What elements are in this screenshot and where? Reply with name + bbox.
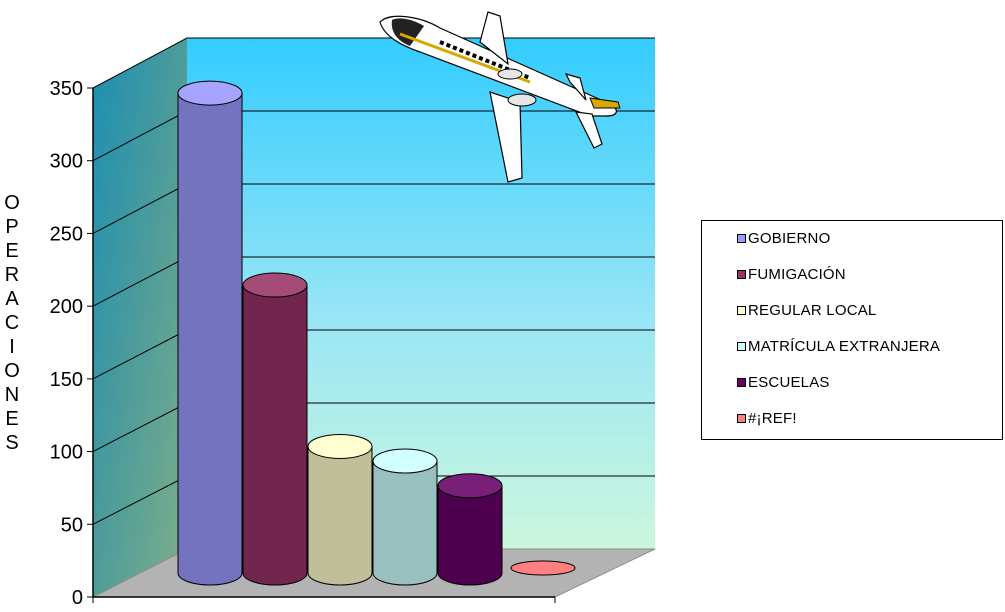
- y-axis-label-char: C: [5, 312, 19, 334]
- legend: GOBIERNO FUMIGACIÓN REGULAR LOCAL MATRÍCULA…: [701, 220, 1003, 440]
- bar-body: [437, 485, 503, 586]
- legend-label: FUMIGACIÓN: [748, 265, 846, 283]
- bar-regular-local: [307, 433, 373, 586]
- bar-gobierno: [177, 80, 243, 586]
- y-axis-label-char: E: [5, 240, 18, 262]
- y-tick-label: 300: [50, 151, 83, 173]
- bar-top: [437, 473, 503, 499]
- y-tick-label: 100: [50, 442, 83, 464]
- y-axis-label-char: S: [5, 432, 18, 454]
- y-tick-label: 200: [50, 296, 83, 318]
- bar-matr-cula-extranjera: [372, 448, 438, 586]
- legend-swatch: [737, 377, 746, 387]
- y-tick-label: 0: [72, 587, 83, 607]
- bar-body: [307, 445, 373, 586]
- legend-swatch: [737, 341, 746, 351]
- bar-top: [510, 560, 576, 576]
- bar-body: [242, 284, 308, 586]
- bar-body: [372, 460, 438, 586]
- bar-top: [242, 272, 308, 298]
- legend-item: MATRÍCULA EXTRANJERA: [737, 336, 940, 356]
- legend-item: FUMIGACIÓN: [737, 264, 846, 284]
- legend-item: ESCUELAS: [737, 372, 830, 392]
- bar-top: [372, 448, 438, 474]
- y-tick-label: 50: [61, 514, 83, 536]
- y-axis-label-char: R: [5, 264, 19, 286]
- legend-swatch: [737, 233, 746, 243]
- bar--ref-: [510, 560, 576, 576]
- y-axis-label-char: O: [4, 360, 20, 382]
- y-axis-label-char: E: [5, 408, 18, 430]
- legend-swatch: [737, 413, 746, 423]
- y-tick-label: 150: [50, 369, 83, 391]
- y-axis-label-char: A: [5, 288, 19, 310]
- y-axis-label-char: I: [9, 336, 15, 358]
- legend-swatch: [737, 269, 746, 279]
- legend-label: MATRÍCULA EXTRANJERA: [748, 337, 941, 355]
- bar-top: [307, 433, 373, 459]
- legend-label: ESCUELAS: [748, 373, 830, 391]
- legend-item: GOBIERNO: [737, 228, 830, 248]
- legend-label: GOBIERNO: [748, 229, 831, 247]
- bar-escuelas: [437, 473, 503, 586]
- bar-fumigaci-n: [242, 272, 308, 586]
- y-axis-label-char: P: [5, 216, 18, 238]
- legend-item: #¡REF!: [737, 408, 797, 428]
- legend-label: REGULAR LOCAL: [748, 301, 877, 319]
- legend-item: REGULAR LOCAL: [737, 300, 876, 320]
- y-tick-label: 250: [50, 223, 83, 245]
- side-wall: [93, 38, 187, 597]
- legend-swatch: [737, 305, 746, 315]
- y-tick-label: 350: [50, 78, 83, 100]
- y-axis-label-char: O: [4, 192, 20, 214]
- bar-top: [177, 80, 243, 106]
- bar-body: [177, 92, 243, 586]
- airplane-icon: [379, 11, 621, 183]
- legend-label: #¡REF!: [748, 409, 797, 427]
- y-axis-label-char: N: [5, 384, 19, 406]
